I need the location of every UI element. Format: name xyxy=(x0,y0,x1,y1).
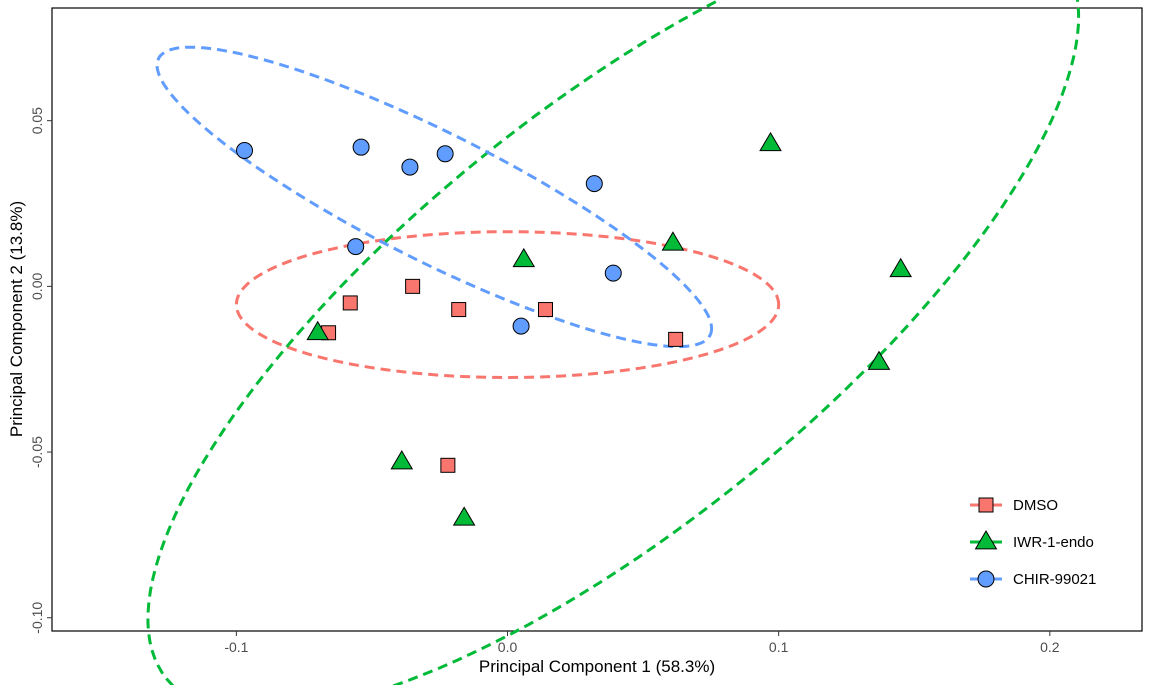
ellipse-chir-99021 xyxy=(155,45,714,349)
point-chir-99021 xyxy=(236,141,254,159)
y-tick-label: 0.05 xyxy=(29,107,45,134)
point-iwr-1-endo xyxy=(867,350,891,370)
point-iwr-1-endo xyxy=(889,257,913,278)
x-axis-title: Principal Component 1 (58.3%) xyxy=(479,657,715,676)
point-dmso xyxy=(405,278,421,294)
point-chir-99021 xyxy=(401,158,419,176)
point-dmso xyxy=(440,457,456,473)
legend-key-iwr-1-endo xyxy=(974,530,998,550)
point-dmso xyxy=(451,302,467,318)
point-chir-99021 xyxy=(604,264,622,282)
point-iwr-1-endo xyxy=(390,450,414,470)
point-iwr-1-endo xyxy=(306,320,330,341)
x-tick-label: -0.1 xyxy=(224,639,248,655)
x-tick-label: 0.2 xyxy=(1040,639,1060,655)
point-chir-99021 xyxy=(585,175,603,193)
y-tick-label: -0.05 xyxy=(29,436,45,468)
ellipse-iwr-1-endo xyxy=(146,0,1081,685)
point-chir-99021 xyxy=(352,138,370,156)
point-chir-99021 xyxy=(436,145,454,163)
y-tick-label: -0.10 xyxy=(29,602,45,634)
point-dmso xyxy=(668,331,684,347)
x-tick-label: 0.0 xyxy=(498,639,518,655)
legend: DMSO IWR-1-endo CHIR-99021 xyxy=(970,497,1096,588)
point-chir-99021 xyxy=(512,317,530,335)
point-iwr-1-endo xyxy=(661,231,685,251)
point-dmso xyxy=(342,295,358,311)
y-tick-label: 0.00 xyxy=(29,273,45,300)
x-tick-label: 0.1 xyxy=(769,639,789,655)
legend-label-dmso: DMSO xyxy=(1013,497,1058,514)
legend-label-chir-99021: CHIR-99021 xyxy=(1013,571,1096,588)
legend-key-chir-99021 xyxy=(977,570,995,588)
point-iwr-1-endo xyxy=(512,247,536,268)
point-iwr-1-endo xyxy=(759,131,782,152)
axes-layer: -0.1 0.0 0.1 0.2 -0.10 -0.05 0.00 0.05 xyxy=(29,107,1060,655)
y-axis-title: Principal Component 2 (13.8%) xyxy=(7,201,26,437)
point-dmso xyxy=(537,302,553,318)
points-layer xyxy=(236,131,913,526)
plot-panel xyxy=(51,7,1143,632)
ellipse-dmso xyxy=(234,230,781,380)
point-iwr-1-endo xyxy=(452,506,476,526)
legend-label-iwr-1-endo: IWR-1-endo xyxy=(1013,534,1094,551)
ellipses-layer xyxy=(146,0,1081,685)
legend-key-dmso xyxy=(978,497,994,513)
point-chir-99021 xyxy=(347,238,365,256)
